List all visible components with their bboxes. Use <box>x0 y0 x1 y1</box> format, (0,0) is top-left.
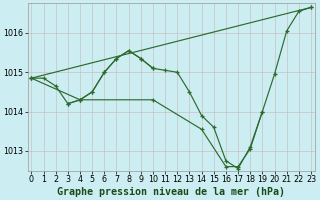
X-axis label: Graphe pression niveau de la mer (hPa): Graphe pression niveau de la mer (hPa) <box>57 186 285 197</box>
